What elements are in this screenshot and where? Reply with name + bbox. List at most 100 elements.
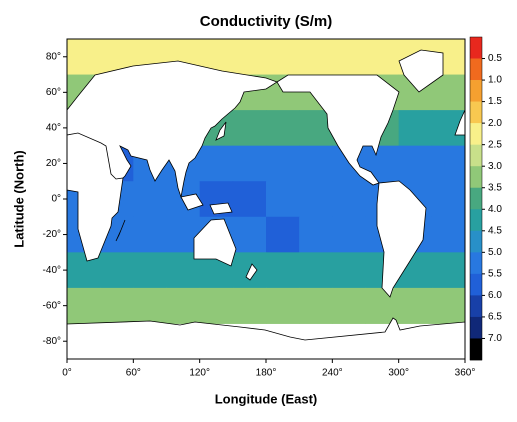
heat-cell <box>431 74 466 111</box>
x-tick-label: 0° <box>62 368 72 379</box>
colorbar-label: 1.0 <box>488 75 502 86</box>
heat-cell <box>266 110 300 147</box>
land-mass <box>66 317 466 360</box>
y-tick-label: -40° <box>43 265 61 276</box>
colorbar-swatch <box>470 80 482 102</box>
colorbar-swatch <box>470 144 482 167</box>
land-mass <box>398 49 444 93</box>
colorbar-label: 2.0 <box>488 118 502 129</box>
heat-cell <box>299 252 333 289</box>
y-tick-label: 60° <box>46 87 61 98</box>
heat-cell <box>232 39 267 76</box>
heat-cell <box>199 287 234 324</box>
heat-cell <box>431 287 466 324</box>
heat-cell <box>332 181 366 218</box>
heat-cell <box>166 287 201 324</box>
land-mass <box>66 60 278 262</box>
colorbar-label: 6.0 <box>488 290 502 301</box>
colorbar-label: 4.5 <box>488 225 502 236</box>
heat-cell <box>133 287 167 324</box>
x-tick-label: 360° <box>455 368 476 379</box>
colorbar-swatch <box>470 101 482 124</box>
heat-cell <box>266 39 300 76</box>
heat-cell <box>232 110 267 147</box>
colorbar-swatch <box>470 166 482 189</box>
heat-cell <box>133 216 167 253</box>
colorbar-label: 1.5 <box>488 96 502 107</box>
land-mass <box>115 219 126 242</box>
heat-cell <box>266 181 300 218</box>
colorbar-swatch <box>470 295 482 318</box>
heat-cell <box>398 145 433 182</box>
colorbar-label: 6.5 <box>488 312 502 323</box>
land <box>66 49 466 360</box>
heat-cell <box>398 110 433 147</box>
heat-cell <box>332 216 366 253</box>
colorbar-label: 2.5 <box>488 139 502 150</box>
colorbar-swatch <box>470 316 482 339</box>
heat-cell <box>266 145 300 182</box>
heat-cell <box>232 145 267 182</box>
colorbar-swatch <box>470 123 482 145</box>
colorbar-frame <box>469 36 483 361</box>
colorbar-swatch <box>470 252 482 275</box>
colorbar-label: 5.0 <box>488 247 502 258</box>
y-tick-label: 80° <box>46 51 61 62</box>
land-mass <box>180 193 204 211</box>
heat-cell <box>232 287 267 324</box>
chart-title: Conductivity (S/m) <box>200 13 333 30</box>
heat-cell <box>299 39 333 76</box>
heat-cell <box>431 252 466 289</box>
land-mass <box>245 263 258 281</box>
axes: 0° 60° 120° 180° 240° 300° 360° 80° 60° 40° 20° 0° -… <box>43 36 502 379</box>
heat-cell <box>133 252 167 289</box>
x-tick-label: 180° <box>256 368 277 379</box>
heat-cell <box>299 287 333 324</box>
heat-cell <box>67 287 101 324</box>
colorbar-swatch <box>470 273 482 296</box>
heat-cell <box>332 252 366 289</box>
x-tick-label: 60° <box>126 368 141 379</box>
colorbar-label: 3.5 <box>488 182 502 193</box>
colorbar-label: 5.5 <box>488 269 502 280</box>
colorbar-swatch <box>470 58 482 81</box>
colorbar-label: 0.5 <box>488 53 502 64</box>
heat-cell <box>266 216 300 253</box>
heat-cell <box>332 287 366 324</box>
land-mass <box>209 202 233 215</box>
y-tick-label: -60° <box>43 300 61 311</box>
heat-cell <box>431 216 466 253</box>
heat-cell <box>398 287 433 324</box>
heat-cell <box>232 181 267 218</box>
colorbar-label: 3.0 <box>488 161 502 172</box>
colorbar-swatch <box>470 187 482 210</box>
colorbar-label: 7.0 <box>488 333 502 344</box>
x-tick-label: 240° <box>322 368 343 379</box>
colorbar-swatch <box>470 37 482 59</box>
heat-cell <box>299 216 333 253</box>
heat-cell <box>299 145 333 182</box>
land-mass <box>276 74 400 186</box>
y-axis-label: Latitude (North) <box>11 150 26 247</box>
land-mass <box>215 121 227 141</box>
land-mass <box>376 180 427 298</box>
x-tick-label: 120° <box>189 368 210 379</box>
colorbar-label: 4.0 <box>488 204 502 215</box>
heat-cell <box>365 39 400 76</box>
heat-cell <box>266 287 300 324</box>
heat-cell <box>299 181 333 218</box>
heat-cell <box>100 287 134 324</box>
heat-cell <box>266 252 300 289</box>
y-tick-label: 40° <box>46 123 61 134</box>
heat-cell <box>67 39 101 76</box>
y-tick-label: -80° <box>43 336 61 347</box>
land-mass <box>193 218 237 267</box>
colorbar-swatch <box>470 338 482 361</box>
heat-cell <box>431 145 466 182</box>
y-tick-label: 20° <box>46 158 61 169</box>
heat-cell <box>232 216 267 253</box>
x-axis-label: Longitude (East) <box>215 391 318 406</box>
heat-cell <box>133 181 167 218</box>
heat-cell <box>332 39 366 76</box>
